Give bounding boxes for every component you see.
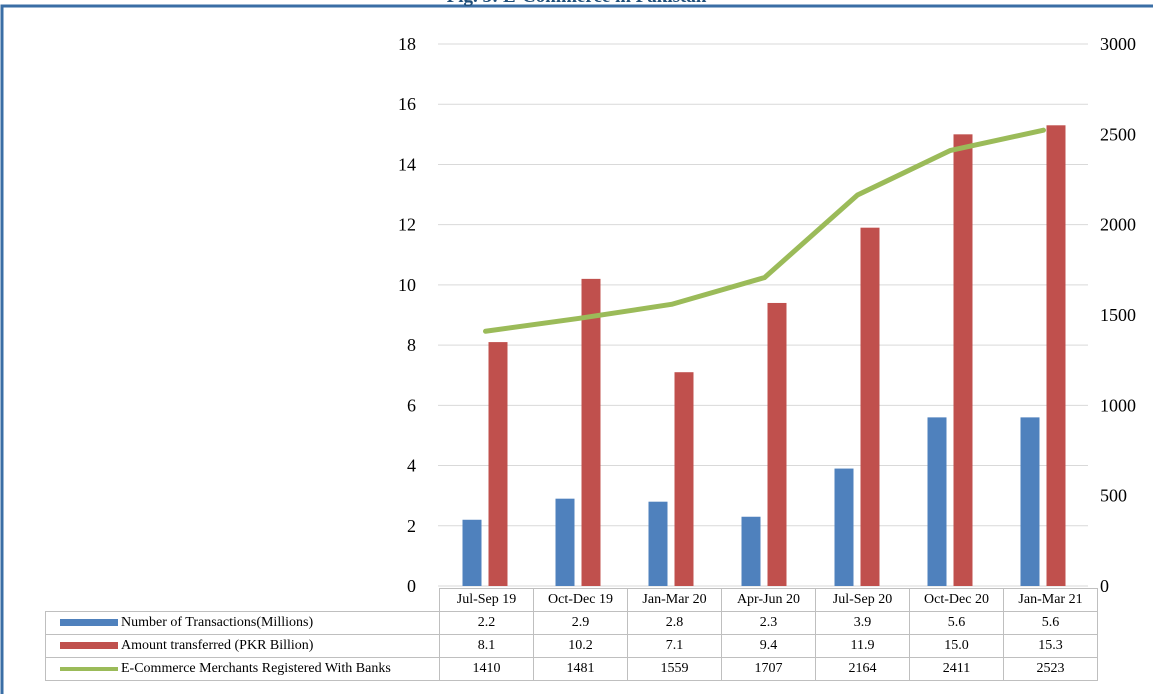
right-tick-label: 0 (1100, 576, 1109, 596)
series-name-cell: Amount transferred (PKR Billion) (45, 634, 440, 658)
left-tick-label: 2 (407, 516, 416, 536)
bar-amount (488, 342, 508, 586)
bar-transactions (462, 519, 482, 586)
value-cell: 5.6 (909, 611, 1004, 635)
right-axis-ticks: 0 500 1000 1500 2000 2500 3000 (1100, 34, 1136, 596)
series-name-cell: E-Commerce Merchants Registered With Ban… (45, 657, 440, 681)
value-cell: 1481 (533, 657, 628, 681)
right-tick-label: 1500 (1100, 305, 1136, 325)
value-cell: 5.6 (1003, 611, 1098, 635)
value-cell: 10.2 (533, 634, 628, 658)
bars (462, 125, 1066, 587)
category-label: Oct-Dec 19 (533, 588, 628, 612)
merchants-line (483, 127, 1046, 334)
left-tick-label: 8 (407, 335, 416, 355)
value-cell: 2164 (815, 657, 910, 681)
category-label: Jul-Sep 20 (815, 588, 910, 612)
bar-amount (953, 134, 973, 587)
value-cell: 2523 (1003, 657, 1098, 681)
category-label: Jan-Mar 21 (1003, 588, 1098, 612)
bar-transactions (555, 498, 575, 586)
legend-key-amount (60, 642, 118, 650)
value-cell: 1410 (439, 657, 534, 681)
category-label: Jul-Sep 19 (439, 588, 534, 612)
series-name: E-Commerce Merchants Registered With Ban… (121, 661, 391, 676)
value-cell: 1707 (721, 657, 816, 681)
bar-transactions (834, 468, 854, 586)
value-cell: 11.9 (815, 634, 910, 658)
value-cell: 7.1 (627, 634, 722, 658)
series-name-cell: Number of Transactions(Millions) (45, 611, 440, 635)
value-cell: 15.0 (909, 634, 1004, 658)
right-tick-label: 3000 (1100, 34, 1136, 54)
right-tick-label: 2000 (1100, 215, 1136, 235)
left-tick-label: 6 (407, 395, 416, 415)
bar-amount (674, 372, 694, 586)
left-tick-label: 18 (398, 34, 416, 54)
bar-amount (1046, 125, 1066, 587)
value-cell: 2.9 (533, 611, 628, 635)
value-cell: 1559 (627, 657, 722, 681)
left-tick-label: 10 (398, 275, 416, 295)
value-cell: 2.3 (721, 611, 816, 635)
right-tick-label: 1000 (1100, 395, 1136, 415)
left-tick-label: 0 (407, 576, 416, 596)
right-tick-label: 2500 (1100, 124, 1136, 144)
category-label: Apr-Jun 20 (721, 588, 816, 612)
legend-key-transactions (60, 619, 118, 627)
bar-transactions (741, 516, 761, 586)
figure-title: Fig. 5: E-Commerce in Pakistan (0, 0, 1153, 8)
bar-amount (860, 227, 880, 586)
left-tick-label: 14 (398, 154, 416, 174)
category-label: Oct-Dec 20 (909, 588, 1004, 612)
table-row-transactions: Number of Transactions(Millions) 2.2 2.9… (45, 611, 1098, 635)
table-row-merchants: E-Commerce Merchants Registered With Ban… (45, 657, 1098, 681)
value-cell: 8.1 (439, 634, 534, 658)
frame-border (0, 4, 1153, 694)
legend-key-merchants (60, 666, 118, 671)
bar-transactions (927, 417, 947, 586)
value-cell: 9.4 (721, 634, 816, 658)
right-tick-label: 500 (1100, 486, 1127, 506)
bar-amount (581, 278, 601, 586)
value-cell: 2.8 (627, 611, 722, 635)
value-cell: 3.9 (815, 611, 910, 635)
bar-amount (767, 302, 787, 586)
chart-data-table: Jul-Sep 19 Oct-Dec 19 Jan-Mar 20 Apr-Jun… (45, 588, 1098, 681)
table-header-row: Jul-Sep 19 Oct-Dec 19 Jan-Mar 20 Apr-Jun… (45, 588, 1098, 612)
value-cell: 15.3 (1003, 634, 1098, 658)
left-tick-label: 4 (407, 456, 416, 476)
table-corner (45, 588, 440, 612)
category-label: Jan-Mar 20 (627, 588, 722, 612)
series-name: Amount transferred (PKR Billion) (121, 638, 314, 653)
bar-transactions (648, 501, 668, 586)
gridlines (438, 43, 1088, 587)
left-tick-label: 12 (398, 215, 416, 235)
left-axis-ticks: 0 2 4 6 8 10 12 14 16 18 (398, 34, 416, 596)
table-row-amount: Amount transferred (PKR Billion) 8.1 10.… (45, 634, 1098, 658)
value-cell: 2.2 (439, 611, 534, 635)
series-name: Number of Transactions(Millions) (121, 615, 314, 630)
value-cell: 2411 (909, 657, 1004, 681)
bar-transactions (1020, 417, 1040, 586)
left-tick-label: 16 (398, 94, 416, 114)
